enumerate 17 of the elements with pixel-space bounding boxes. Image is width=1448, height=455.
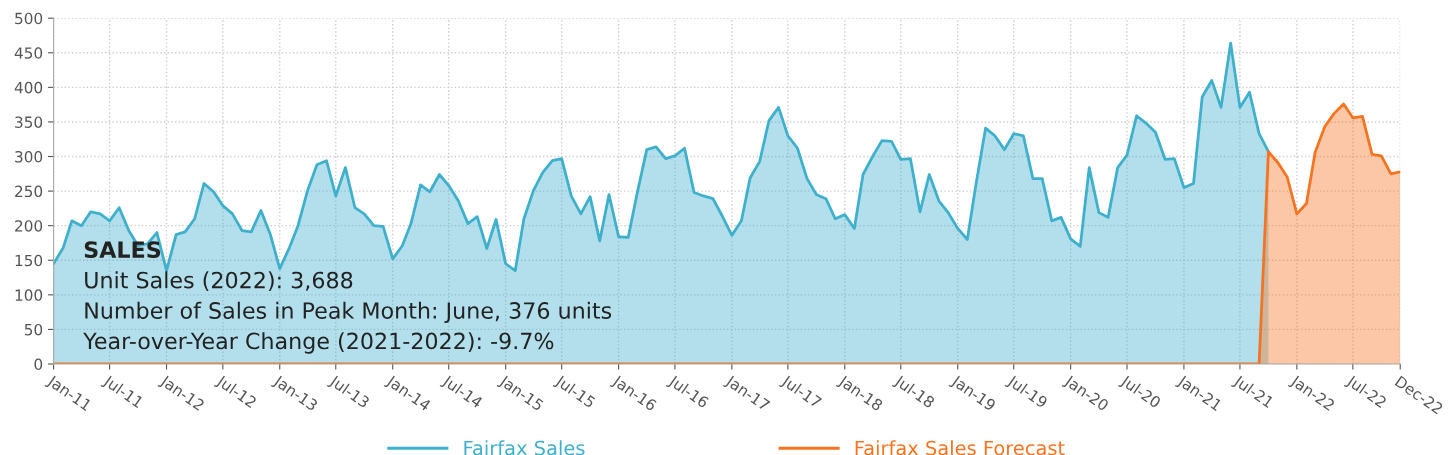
annotation: Number of Sales in Peak Month: June, 376 units <box>85 301 612 324</box>
y-tick-label: 500 <box>15 12 43 25</box>
y-tick-label: 300 <box>15 150 43 163</box>
y-tick-label: 200 <box>15 220 43 232</box>
y-tick-label: 450 <box>14 47 43 59</box>
y-tick-label: 150 <box>15 254 43 267</box>
y-tick-label: 350 <box>15 116 43 128</box>
legend-label: Fairfax Sales Forecast <box>855 440 1065 455</box>
y-tick-label: 100 <box>15 289 43 301</box>
y-tick-label: 50 <box>24 323 43 336</box>
annotation: Year-over-Year Change (2021-2022): -9.7% <box>83 332 554 354</box>
y-tick-label: 250 <box>15 185 43 198</box>
y-tick-label: 400 <box>14 81 43 94</box>
legend-label: Fairfax Sales <box>464 440 585 455</box>
annotation: SALES <box>84 241 161 259</box>
y-tick-label: 0 <box>34 358 43 371</box>
annotation: Unit Sales (2022): 3,688 <box>85 271 353 292</box>
